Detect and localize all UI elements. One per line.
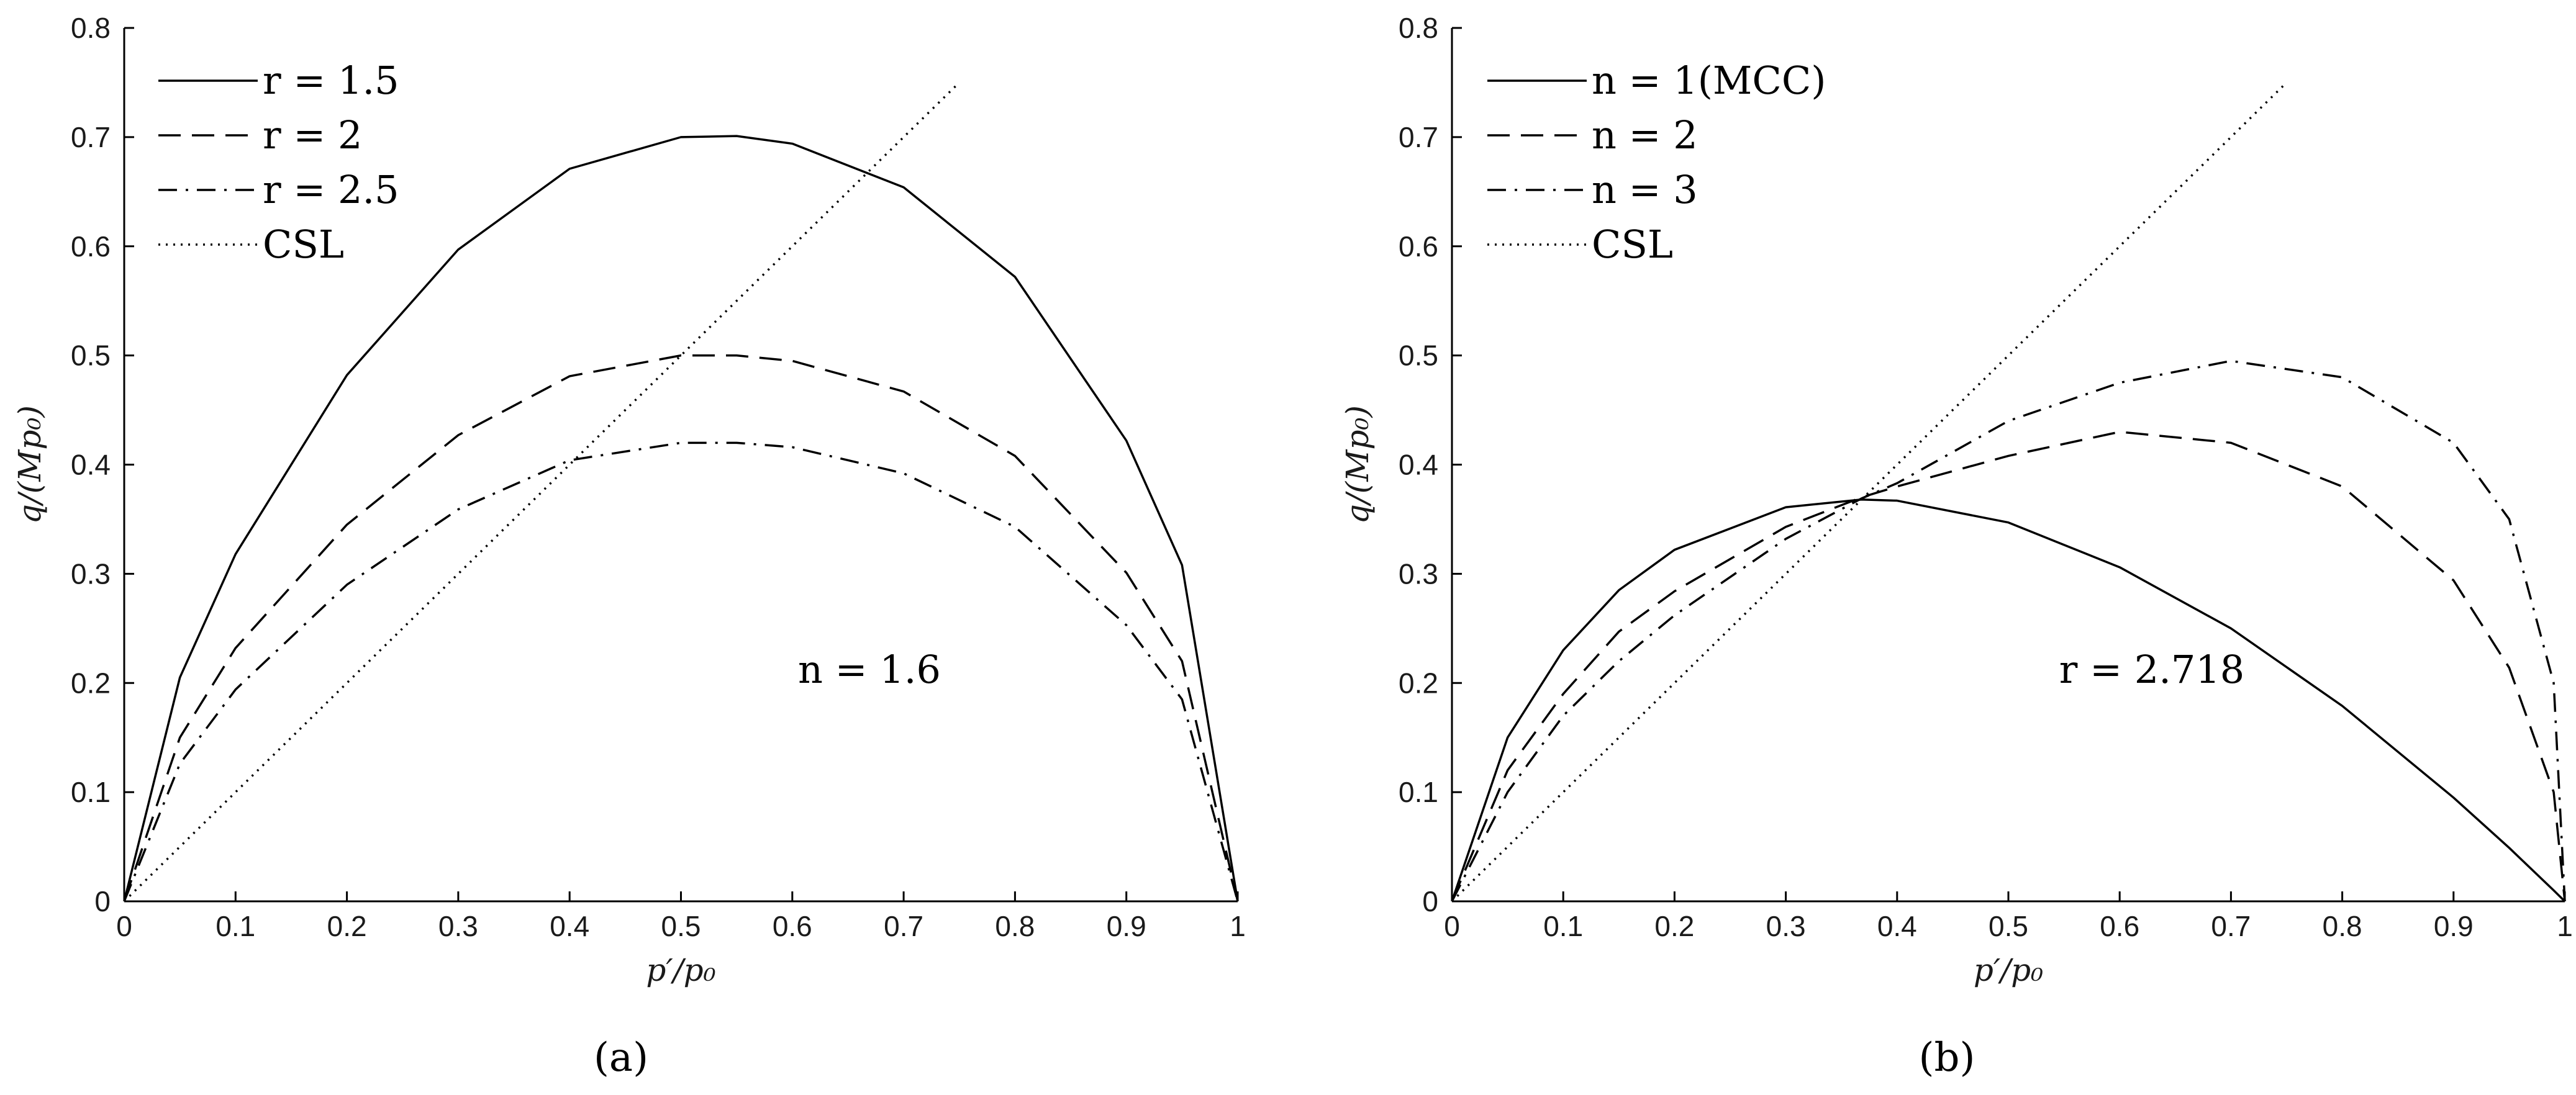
x-tick-label: 0.8: [2323, 910, 2362, 942]
series-line-n-1-mcc: [1451, 498, 2566, 903]
x-tick-label: 0.8: [995, 910, 1035, 942]
y-tick-label: 0.3: [1399, 557, 1438, 590]
y-tick-label: 0.4: [1399, 449, 1438, 481]
y-axis-label: q/(Mp₀): [1340, 405, 1376, 524]
series-line-csl: [1451, 81, 2288, 903]
legend-entry: CSL: [263, 222, 344, 267]
series-line-r-2-5: [123, 441, 1239, 902]
x-tick-label: 0: [116, 910, 132, 942]
x-axis-label: p′/p₀: [646, 952, 715, 988]
x-tick-label: 0.3: [438, 910, 478, 942]
x-tick-label: 0.4: [550, 910, 589, 942]
x-tick-label: 0.5: [661, 910, 701, 942]
series-line-r-1-5: [123, 135, 1239, 902]
y-tick-label: 0.5: [71, 340, 111, 372]
y-tick-label: 0.5: [1399, 340, 1438, 372]
series-line-r-2: [123, 354, 1239, 902]
legend-entry: r = 1.5: [263, 58, 399, 103]
y-tick-label: 0.8: [1399, 12, 1438, 44]
y-tick-label: 0: [94, 885, 111, 917]
y-axis-label: q/(Mp₀): [12, 405, 48, 524]
y-tick-label: 0.3: [71, 557, 111, 590]
x-tick-label: 0.1: [1543, 910, 1583, 942]
annotation: r = 2.718: [2059, 647, 2245, 692]
x-tick-label: 0.7: [2211, 910, 2251, 942]
legend-entry: r = 2: [263, 112, 362, 158]
x-tick-label: 0.9: [2434, 910, 2474, 942]
y-tick-label: 0.8: [71, 12, 111, 44]
x-tick-label: 0.9: [1107, 910, 1146, 942]
series-line-n-3: [1451, 359, 2566, 902]
legend: n = 1(MCC) n = 2 n = 3 CSL: [1487, 58, 1826, 267]
legend-entry: n = 3: [1592, 167, 1698, 212]
x-tick-label: 0.4: [1877, 910, 1917, 942]
x-tick-label: 1: [1230, 910, 1246, 942]
chart-panel-b: 0 0.1 0.2 0.3 0.4 0.5 0.6 0.7 0.8 0.9 1 0 0.1 0.2 0.3 0…: [1340, 12, 2573, 1081]
y-tick-label: 0.7: [71, 121, 111, 153]
y-tick-label: 0: [1422, 885, 1438, 917]
y-tick-label: 0.6: [71, 230, 111, 263]
x-axis-label: p′/p₀: [1974, 952, 2043, 988]
y-tick-label: 0.1: [71, 776, 111, 808]
chart-panel-a: 0 0.1 0.2 0.3 0.4 0.5 0.6 0.7 0.8 0.9 1 0 0.1 0.2 0.3 0…: [12, 12, 1246, 1081]
x-tick-label: 1: [2557, 910, 2573, 942]
legend: r = 1.5 r = 2 r = 2.5 CSL: [158, 58, 399, 267]
panel-label: (b): [1919, 1035, 1975, 1081]
x-tick-label: 0.2: [327, 910, 367, 942]
legend-entry: n = 2: [1592, 112, 1698, 158]
x-tick-label: 0.6: [2100, 910, 2139, 942]
y-tick-label: 0.2: [71, 667, 111, 699]
y-tick-label: 0.4: [71, 449, 111, 481]
y-tick-label: 0.6: [1399, 230, 1438, 263]
legend-entry: CSL: [1592, 222, 1673, 267]
x-tick-label: 0.7: [884, 910, 923, 942]
panel-label: (a): [594, 1035, 648, 1081]
x-tick-label: 0.2: [1654, 910, 1694, 942]
y-tick-label: 0.1: [1399, 776, 1438, 808]
series-line-csl: [123, 81, 960, 903]
series-line-n-2: [1451, 430, 2566, 902]
x-tick-label: 0.1: [215, 910, 255, 942]
legend-entry: r = 2.5: [263, 167, 399, 212]
x-tick-label: 0.5: [1989, 910, 2028, 942]
x-tick-label: 0.3: [1766, 910, 1806, 942]
y-tick-label: 0.7: [1399, 121, 1438, 153]
x-tick-label: 0: [1444, 910, 1460, 942]
annotation: n = 1.6: [798, 647, 941, 692]
x-tick-label: 0.6: [773, 910, 812, 942]
y-tick-label: 0.2: [1399, 667, 1438, 699]
legend-entry: n = 1(MCC): [1592, 58, 1826, 103]
